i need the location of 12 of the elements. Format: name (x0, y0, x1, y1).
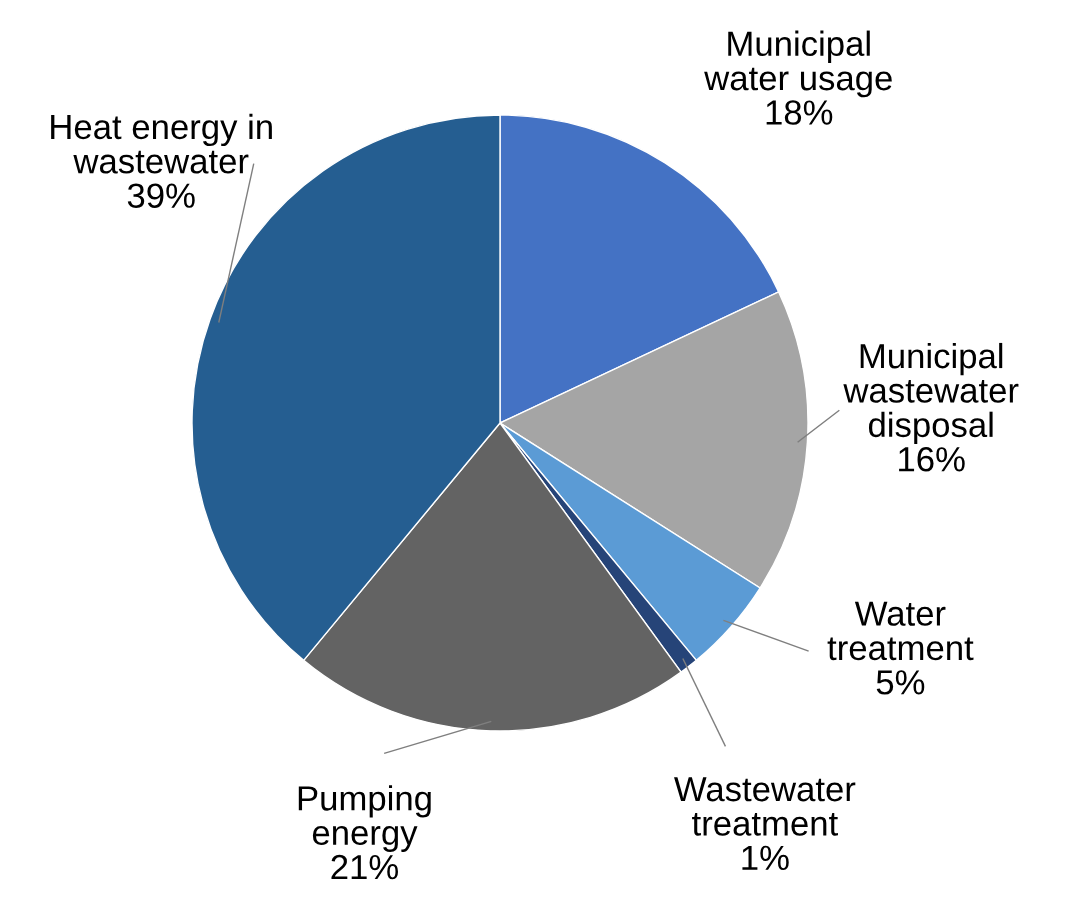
data-label: 5% (876, 670, 925, 695)
data-label: 1% (742, 845, 789, 871)
data-label: 18% (766, 100, 833, 125)
data-label: 39% (127, 183, 195, 208)
slice-label: Municipal wastewater disposal (843, 342, 1019, 445)
slice-label: Water treatment (827, 601, 974, 661)
slice-label: Pumping energy (298, 785, 431, 852)
slice-label: Wastewater treatment (674, 777, 856, 836)
data-label: 16% (899, 446, 965, 472)
data-label: 21% (331, 854, 398, 880)
slice-label: Heat energy in wastewater (51, 113, 272, 174)
slice-label: Municipal water usage (704, 30, 892, 98)
